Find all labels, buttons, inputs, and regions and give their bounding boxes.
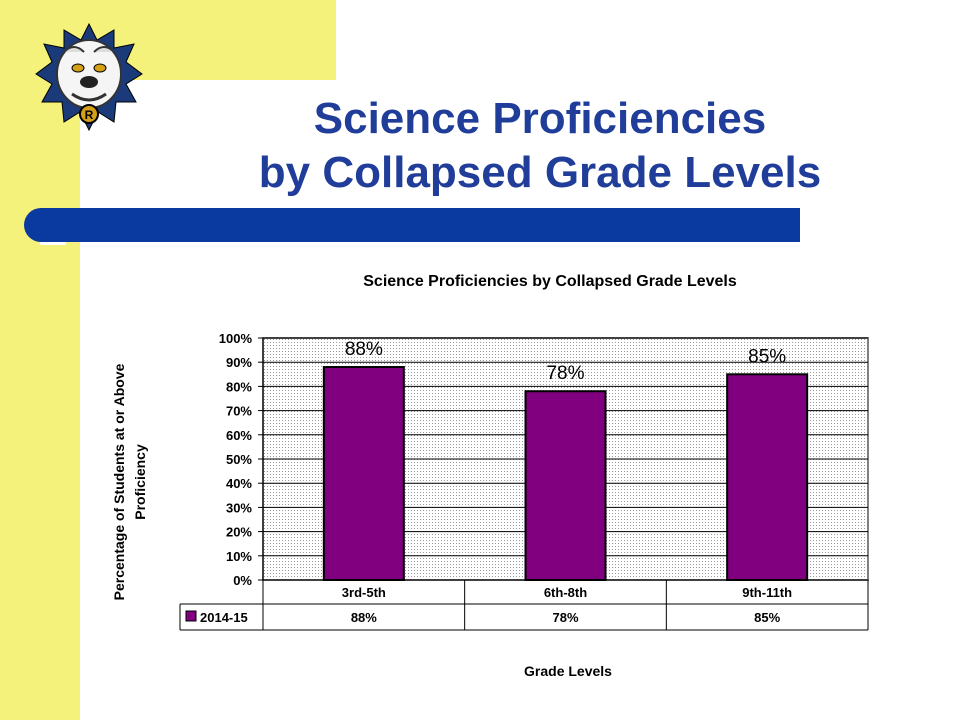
slide-title-line-2: by Collapsed Grade Levels (258, 148, 822, 197)
y-tick-label: 40% (226, 476, 252, 491)
title-bar-notch (40, 242, 66, 245)
table-value: 78% (552, 610, 578, 625)
bar-3rd-5th (322, 366, 405, 582)
y-axis-label-line-1: Percentage of Students at or Above (111, 363, 127, 600)
legend-swatch (185, 610, 197, 622)
y-tick-label: 10% (226, 549, 252, 564)
slide-title: Science Proficiencies by Collapsed Grade… (140, 92, 940, 200)
x-axis-label: Grade Levels (524, 663, 612, 679)
slide-title-line-1: Science Proficiencies (313, 94, 767, 143)
y-tick-label: 30% (226, 500, 252, 515)
bar-6th-8th (524, 390, 607, 581)
bulldog-mascot-logo-icon: R (35, 22, 143, 132)
y-axis-ticks: 0% 10% 20% 30% 40% 50% 60% 70% 80% 90% 100% (219, 331, 253, 588)
y-tick-label: 50% (226, 452, 252, 467)
data-labels: 88% 78% 85% (345, 339, 786, 384)
y-tick-label: 90% (226, 355, 252, 370)
x-category-label: 3rd-5th (342, 585, 386, 600)
y-axis-label-line-2: Proficiency (132, 444, 148, 520)
title-underline-bar (24, 208, 800, 242)
x-category-label: 9th-11th (742, 585, 792, 600)
data-table: 3rd-5th 88% 6th-8th 78% 9th-11th 85% 2014-15 (179, 580, 869, 631)
bars (322, 366, 809, 582)
table-value: 85% (754, 610, 780, 625)
data-label: 78% (546, 363, 584, 384)
y-tick-label: 70% (226, 404, 252, 419)
svg-text:R: R (85, 108, 94, 122)
y-tick-label: 100% (219, 331, 253, 346)
legend-series-name: 2014-15 (200, 610, 248, 625)
bar-9th-11th (726, 373, 809, 581)
y-tick-label: 60% (226, 428, 252, 443)
chart-title: Science Proficiencies by Collapsed Grade… (363, 273, 737, 290)
data-label: 88% (345, 339, 383, 360)
y-tick-label: 20% (226, 525, 252, 540)
x-category-label: 6th-8th (544, 585, 587, 600)
table-value: 88% (351, 610, 377, 625)
data-label: 85% (748, 346, 786, 367)
y-tick-label: 80% (226, 379, 252, 394)
y-tick-label: 0% (233, 573, 252, 588)
